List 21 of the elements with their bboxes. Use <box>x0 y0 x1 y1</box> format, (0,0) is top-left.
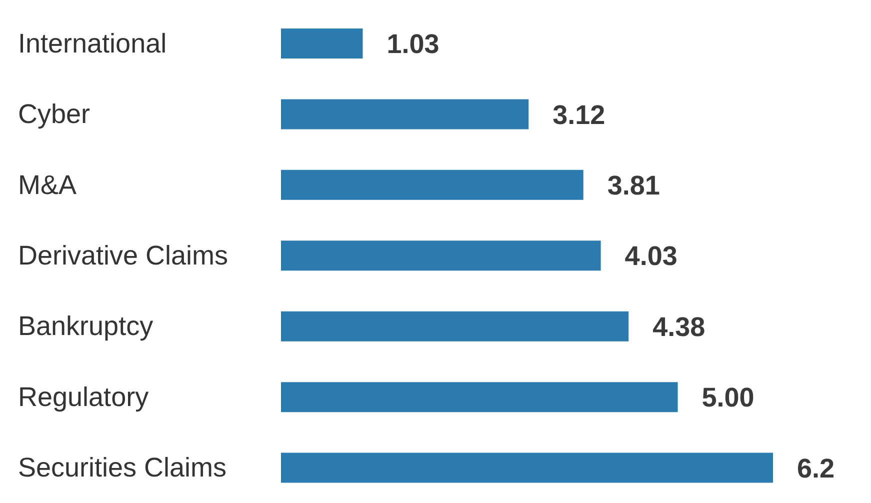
y-tick-label: International <box>18 28 167 58</box>
data-label: 3.12 <box>552 100 606 130</box>
bar <box>281 28 363 59</box>
bar <box>281 382 678 412</box>
bar <box>281 240 601 271</box>
bar <box>281 170 584 200</box>
data-label: 6.2 <box>797 453 835 484</box>
y-tick-label: M&A <box>18 170 77 200</box>
data-label: 3.81 <box>607 170 660 201</box>
y-tick-label: Derivative Claims <box>18 240 228 270</box>
data-label: 4.38 <box>652 312 706 342</box>
data-label: 4.03 <box>624 241 678 272</box>
y-tick-label: Securities Claims <box>18 452 227 483</box>
data-label: 5.00 <box>702 382 754 413</box>
y-tick-label: Regulatory <box>18 382 150 412</box>
bar <box>281 311 629 342</box>
bar <box>281 452 773 483</box>
y-tick-label: Cyber <box>18 99 90 130</box>
bar <box>281 99 529 130</box>
data-label: 1.03 <box>386 29 440 60</box>
y-tick-label: Bankruptcy <box>18 311 154 342</box>
